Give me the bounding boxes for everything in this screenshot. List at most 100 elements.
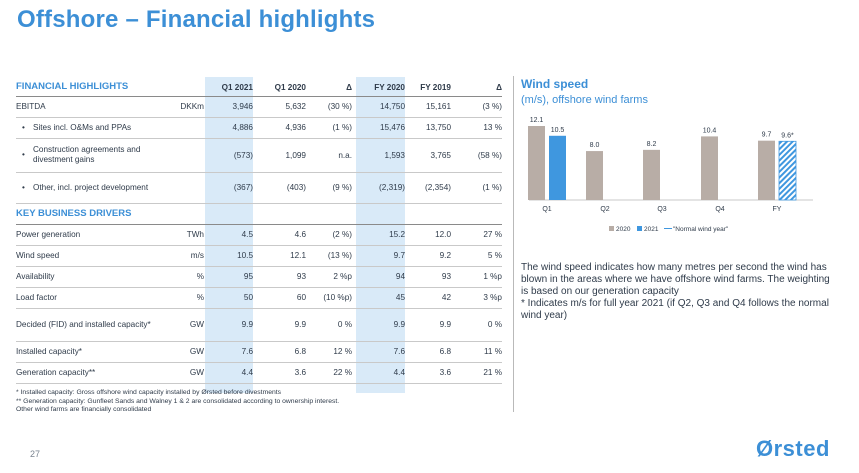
x-tick-label: Q3 — [657, 206, 666, 213]
column-header: FY 2019 — [420, 82, 451, 92]
row-unit: % — [196, 293, 204, 302]
table-cell: 13 % — [483, 123, 502, 132]
table-cell: 9.2 — [439, 251, 451, 260]
footnote-2: ** Generation capacity: Gunfleet Sands a… — [16, 397, 340, 405]
wind-speed-subtitle: (m/s), offshore wind farms — [521, 94, 648, 106]
row-unit: m/s — [190, 251, 204, 260]
table-cell: 6.8 — [439, 347, 451, 356]
row-label: Load factor — [16, 292, 57, 302]
table-cell: 15,476 — [379, 123, 405, 132]
table-row: Generation capacity** GW 4.4 3.6 22 % 4.4 3.6 2… — [16, 362, 502, 384]
table-cell: 50 — [243, 293, 253, 302]
bar-2020 — [643, 149, 660, 200]
bar-data-label: 10.5 — [551, 127, 565, 134]
bar-2020 — [701, 136, 718, 200]
table-cell: 9.9 — [294, 320, 306, 329]
legend-swatch-2021 — [637, 226, 642, 231]
x-tick-label: Q1 — [542, 206, 551, 213]
bullet-icon: • — [22, 150, 25, 159]
table-cell: 1,099 — [285, 150, 307, 160]
footnote-1: * Installed capacity: Gross offshore win… — [16, 389, 282, 396]
footnote-3: Other wind farms are financially consoli… — [16, 406, 152, 414]
row-label-text: Other, incl. project development — [33, 182, 149, 192]
bar-data-label: 12.1 — [530, 117, 544, 124]
table-cell: 7.6 — [393, 347, 405, 356]
table-cell: 9.9 — [393, 320, 405, 329]
table-cell: (367) — [233, 183, 253, 192]
table-cell: 9.7 — [393, 251, 405, 260]
column-header: Q1 2020 — [274, 82, 306, 92]
table-row: • Sites incl. O&Ms and PPAs 4,886 4,936 (1 %… — [16, 117, 502, 139]
row-unit: TWh — [186, 230, 204, 239]
row-unit: GW — [189, 368, 204, 377]
table-cell: 3,946 — [232, 102, 254, 111]
x-tick-label: FY — [773, 206, 782, 213]
table-cell: 15,161 — [425, 102, 451, 111]
column-header: Δ — [346, 82, 352, 92]
row-label: Wind speed — [16, 250, 60, 260]
wind-speed-chart: 12.1 10.5 Q1 8.0 Q2 8.2 Q3 10.4 Q4 9.7 9.6* FY 2020 2… — [528, 117, 813, 233]
row-label: Generation capacity** — [16, 367, 96, 377]
table-cell: 42 — [441, 293, 451, 302]
orsted-logo: Ørsted — [756, 436, 830, 461]
table-row: Wind speed m/s 10.5 12.1 (13 %) 9.7 9.2 5 % — [16, 245, 502, 267]
table-cell: 22 % — [333, 368, 352, 377]
table-cell: n.a. — [338, 150, 352, 160]
table-cell: 94 — [395, 272, 405, 281]
table-cell: (573) — [233, 150, 253, 160]
column-header: FY 2020 — [374, 82, 405, 92]
table-cell: 12.0 — [435, 230, 451, 239]
row-label-text: Construction agreements and divestment g… — [33, 145, 141, 164]
table-cell: 6.8 — [294, 347, 306, 356]
table-cell: 9.9 — [241, 320, 253, 329]
legend-label: "Normal wind year" — [673, 226, 729, 233]
bar-2020 — [586, 151, 603, 200]
table-cell: 4.4 — [241, 368, 253, 377]
row-unit: DKKm — [180, 102, 204, 111]
row-unit — [166, 117, 204, 138]
bullet-icon: • — [22, 182, 25, 192]
table-cell: 21 % — [483, 368, 502, 377]
table-cell: 5,632 — [285, 102, 307, 111]
table-row: Load factor% 50 60 (10 %p) 45 42 3 %p — [16, 287, 502, 309]
table-cell: 1 %p — [483, 272, 502, 281]
table-cell: (403) — [286, 183, 306, 192]
section-title: KEY BUSINESS DRIVERS — [16, 207, 132, 219]
table-row: Decided (FID) and installed capacity* GW 9… — [16, 308, 502, 342]
table-cell: (30 %) — [327, 102, 352, 111]
table-cell: (1 %) — [332, 123, 352, 132]
legend-label: 2021 — [644, 226, 659, 233]
bar-data-label: 9.7 — [762, 132, 772, 139]
table-cell: 3.6 — [294, 368, 306, 377]
footnotes: * Installed capacity: Gross offshore win… — [16, 389, 339, 415]
table-cell: 4.5 — [241, 230, 253, 239]
table-cell: (1 %) — [482, 183, 502, 192]
bar-data-label: 9.6* — [781, 132, 794, 139]
section-header-row: KEY BUSINESS DRIVERS — [16, 203, 502, 225]
table-cell: 0 % — [487, 320, 502, 329]
table-cell: 95 — [243, 272, 253, 281]
table-cell: 12.1 — [290, 251, 306, 260]
row-label: • Other, incl. project development — [16, 172, 182, 203]
legend-swatch-2020 — [609, 226, 614, 231]
table-cell: 7.6 — [241, 347, 253, 356]
bar-normal-wind-year — [778, 140, 797, 201]
table-cell: 11 % — [483, 347, 502, 356]
x-tick-label: Q4 — [715, 206, 724, 213]
row-unit: GW — [189, 347, 204, 356]
table-row: Availability% 95 93 2 %p 94 93 1 %p — [16, 266, 502, 288]
row-label: • Construction agreements and divestment … — [16, 138, 182, 172]
row-label: Availability — [16, 271, 55, 281]
row-label: Power generation — [16, 229, 81, 239]
page-title: Offshore – Financial highlights — [17, 6, 376, 33]
table-row: • Other, incl. project development (367) (4… — [16, 172, 502, 204]
table-cell: (3 %) — [482, 102, 502, 111]
table-cell: 4,936 — [285, 123, 307, 132]
table-cell: 10.5 — [237, 251, 253, 260]
table-cell: 13,750 — [425, 123, 451, 132]
table-cell: 9.9 — [439, 320, 451, 329]
bar-data-label: 10.4 — [703, 127, 717, 134]
column-header: Q1 2021 — [221, 82, 253, 92]
bullet-icon: • — [22, 122, 25, 132]
vertical-divider — [513, 76, 514, 412]
